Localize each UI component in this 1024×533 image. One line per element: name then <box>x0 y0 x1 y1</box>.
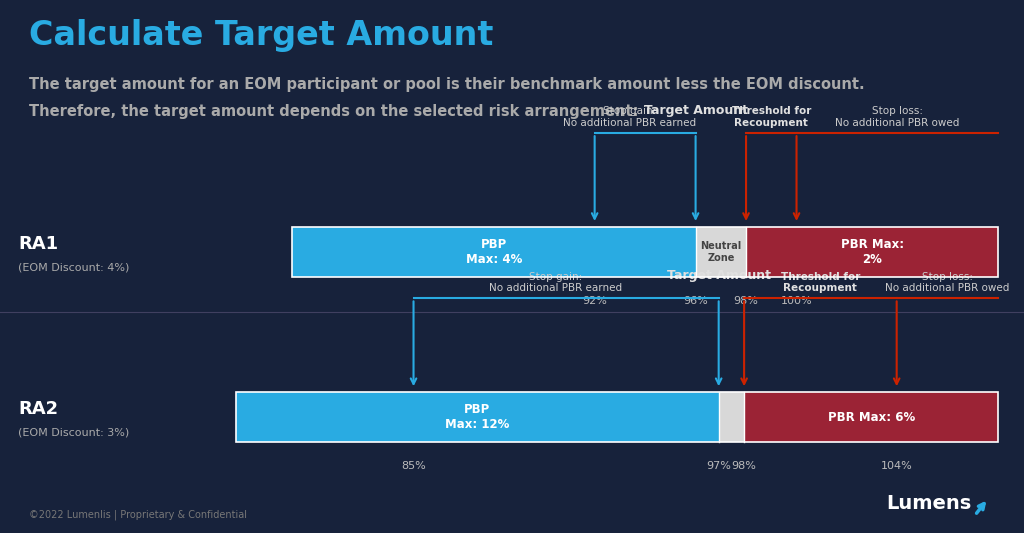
Text: Stop loss:
No additional PBR owed: Stop loss: No additional PBR owed <box>836 106 959 128</box>
Text: PBP
Max: 12%: PBP Max: 12% <box>444 403 509 431</box>
Text: Target Amount: Target Amount <box>644 104 748 117</box>
Text: Neutral
Zone: Neutral Zone <box>700 241 741 263</box>
Text: PBR Max:
2%: PBR Max: 2% <box>841 238 904 266</box>
Text: Stop gain:
No additional PBR earned: Stop gain: No additional PBR earned <box>489 271 623 293</box>
Text: ©2022 Lumenlis | Proprietary & Confidential: ©2022 Lumenlis | Proprietary & Confident… <box>29 509 247 520</box>
Text: 98%: 98% <box>732 461 757 471</box>
Bar <box>719 392 744 442</box>
Bar <box>744 392 998 442</box>
Text: (EOM Discount: 4%): (EOM Discount: 4%) <box>18 262 130 272</box>
Text: 96%: 96% <box>683 296 708 306</box>
Text: Stop gain:
No additional PBR earned: Stop gain: No additional PBR earned <box>563 106 696 128</box>
Text: 98%: 98% <box>733 296 759 306</box>
Text: 100%: 100% <box>780 296 812 306</box>
Text: The target amount for an EOM participant or pool is their benchmark amount less : The target amount for an EOM participant… <box>29 77 864 92</box>
Text: Therefore, the target amount depends on the selected risk arrangement:: Therefore, the target amount depends on … <box>29 104 638 119</box>
Text: Target Amount: Target Amount <box>667 270 771 282</box>
Text: (EOM Discount: 3%): (EOM Discount: 3%) <box>18 427 130 437</box>
Bar <box>292 227 695 277</box>
Text: Lumens: Lumens <box>886 494 971 513</box>
Text: Calculate Target Amount: Calculate Target Amount <box>29 19 493 52</box>
Text: 85%: 85% <box>401 461 426 471</box>
Text: 104%: 104% <box>881 461 912 471</box>
Bar <box>236 392 998 442</box>
Text: 92%: 92% <box>583 296 607 306</box>
Text: Stop loss:
No additional PBR owed: Stop loss: No additional PBR owed <box>886 271 1010 293</box>
Bar <box>746 227 998 277</box>
Text: RA2: RA2 <box>18 400 58 418</box>
Bar <box>695 227 746 277</box>
Text: Threshold for
Recoupment: Threshold for Recoupment <box>731 106 811 128</box>
Text: PBP
Max: 4%: PBP Max: 4% <box>466 238 522 266</box>
Bar <box>292 227 998 277</box>
Text: 97%: 97% <box>707 461 731 471</box>
Text: RA1: RA1 <box>18 235 58 253</box>
Text: Threshold for
Recoupment: Threshold for Recoupment <box>780 271 860 293</box>
Text: PBR Max: 6%: PBR Max: 6% <box>827 410 914 424</box>
Bar <box>236 392 719 442</box>
